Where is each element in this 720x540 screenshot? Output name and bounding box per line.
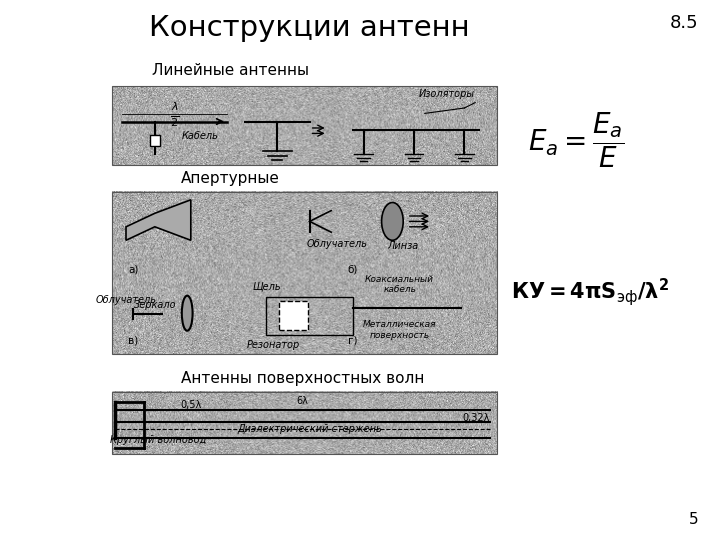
- Bar: [279, 301, 308, 330]
- Text: Щель: Щель: [252, 281, 281, 292]
- Text: Диэлектрический стержень: Диэлектрический стержень: [237, 424, 382, 434]
- Text: Конструкции антенн: Конструкции антенн: [149, 14, 470, 42]
- Text: Резонатор: Резонатор: [247, 340, 300, 350]
- Text: 0,32λ: 0,32λ: [462, 414, 490, 423]
- Text: Облучатель: Облучатель: [307, 239, 367, 249]
- Text: 5: 5: [689, 511, 698, 526]
- Text: $\lambda$: $\lambda$: [171, 100, 179, 112]
- Text: $\mathbf{КУ = 4\pi S_{\mathsf{эф}}/\lambda^2}$: $\mathbf{КУ = 4\pi S_{\mathsf{эф}}/\lamb…: [511, 275, 670, 308]
- Text: Кабель: Кабель: [181, 131, 218, 141]
- Ellipse shape: [382, 202, 403, 240]
- Text: Линза: Линза: [387, 241, 419, 252]
- Text: Линейные антенны: Линейные антенны: [152, 63, 309, 78]
- Text: Зеркало: Зеркало: [134, 300, 177, 309]
- Text: 0,5λ: 0,5λ: [180, 400, 202, 410]
- Bar: [112, 192, 497, 354]
- Bar: [112, 392, 497, 454]
- Bar: [266, 297, 353, 335]
- Text: Металлическая
поверхность: Металлическая поверхность: [363, 320, 436, 340]
- Text: Коаксиальный
кабель: Коаксиальный кабель: [365, 275, 434, 294]
- Text: 8.5: 8.5: [670, 14, 698, 31]
- Text: Круглый волновод: Круглый волновод: [110, 435, 207, 445]
- Text: г): г): [348, 335, 358, 345]
- Text: Облучатель: Облучатель: [96, 294, 156, 305]
- Text: б): б): [348, 265, 358, 275]
- Text: $E_a = \dfrac{E_a}{E}$: $E_a = \dfrac{E_a}{E}$: [528, 111, 624, 170]
- Text: в): в): [128, 335, 138, 345]
- Bar: [112, 86, 497, 165]
- Text: 6λ: 6λ: [297, 396, 308, 406]
- Text: Антенны поверхностных волн: Антенны поверхностных волн: [181, 371, 424, 386]
- Text: а): а): [128, 265, 138, 275]
- Text: Апертурные: Апертурные: [181, 171, 280, 186]
- Text: $\overline{2}$: $\overline{2}$: [171, 114, 179, 129]
- Polygon shape: [126, 200, 191, 240]
- Bar: [150, 135, 160, 146]
- Ellipse shape: [181, 296, 193, 330]
- Text: Изоляторы: Изоляторы: [418, 89, 474, 99]
